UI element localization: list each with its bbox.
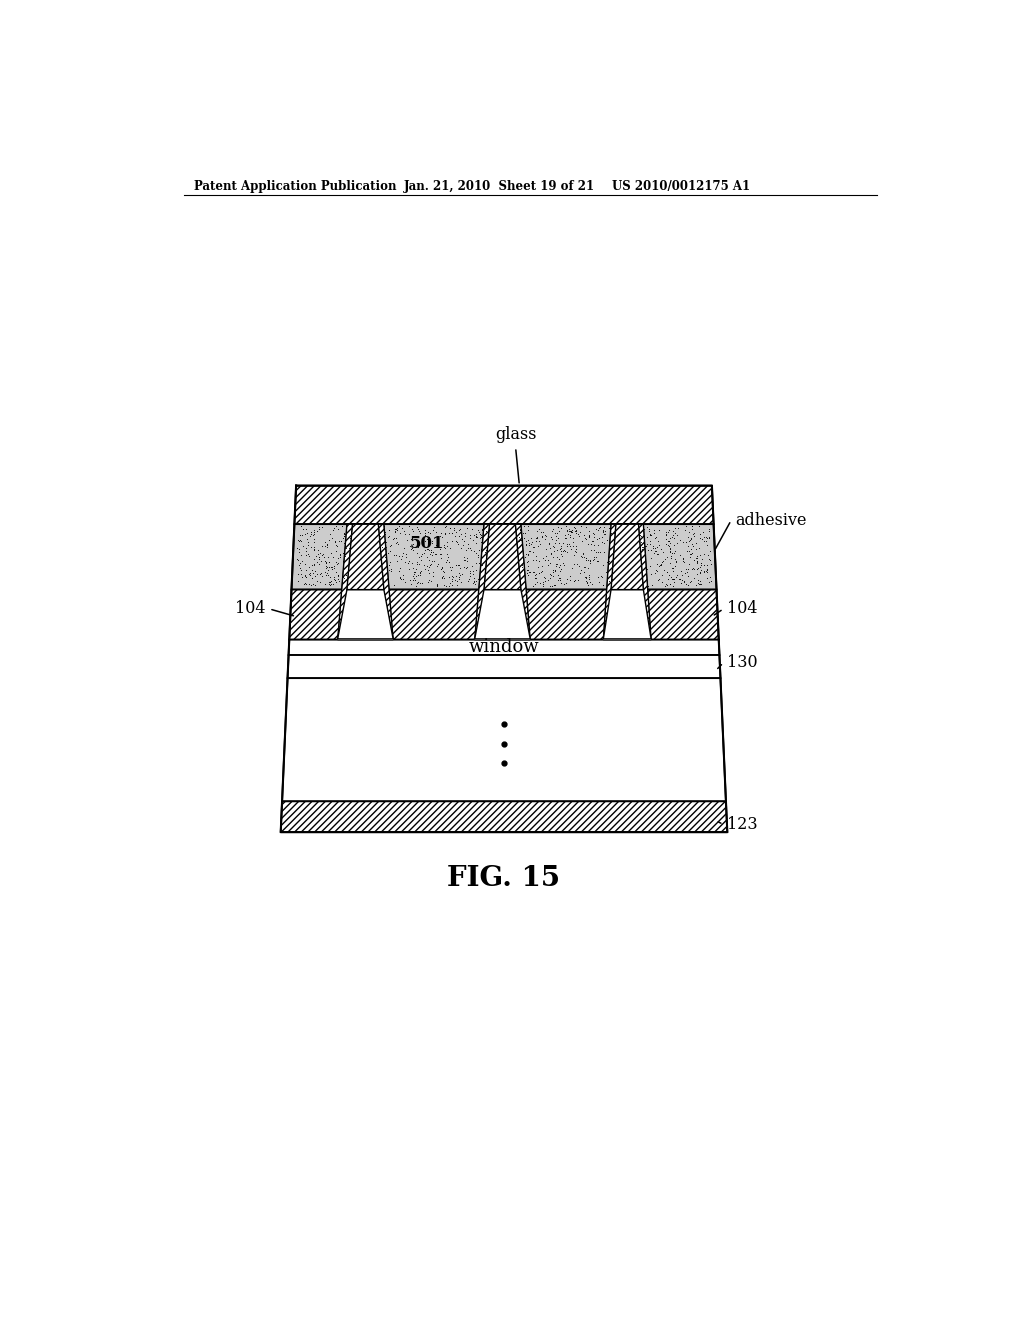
Polygon shape <box>603 524 651 640</box>
Text: 130: 130 <box>727 655 758 672</box>
Polygon shape <box>475 590 530 640</box>
Text: Patent Application Publication: Patent Application Publication <box>194 180 396 193</box>
Text: 123: 123 <box>727 816 758 833</box>
Text: Jan. 21, 2010  Sheet 19 of 21: Jan. 21, 2010 Sheet 19 of 21 <box>403 180 595 193</box>
Text: 104: 104 <box>234 601 265 618</box>
Polygon shape <box>347 524 384 590</box>
Polygon shape <box>484 524 521 590</box>
Text: FIG. 15: FIG. 15 <box>447 865 560 892</box>
Polygon shape <box>603 590 651 639</box>
Polygon shape <box>338 590 393 640</box>
Polygon shape <box>603 590 651 640</box>
Polygon shape <box>281 801 727 832</box>
Polygon shape <box>289 640 720 655</box>
Text: 501: 501 <box>410 535 444 552</box>
Text: window: window <box>469 639 540 656</box>
Polygon shape <box>475 524 530 640</box>
Polygon shape <box>282 678 726 801</box>
Text: adhesive: adhesive <box>735 512 807 529</box>
Text: US 2010/0012175 A1: US 2010/0012175 A1 <box>611 180 750 193</box>
Polygon shape <box>475 590 530 639</box>
Polygon shape <box>288 655 721 678</box>
Text: glass: glass <box>495 426 537 444</box>
Polygon shape <box>338 524 393 640</box>
Polygon shape <box>294 486 714 524</box>
Polygon shape <box>338 590 393 639</box>
Polygon shape <box>289 590 719 640</box>
Polygon shape <box>611 524 643 590</box>
Text: 104: 104 <box>727 601 758 618</box>
Polygon shape <box>292 524 717 590</box>
